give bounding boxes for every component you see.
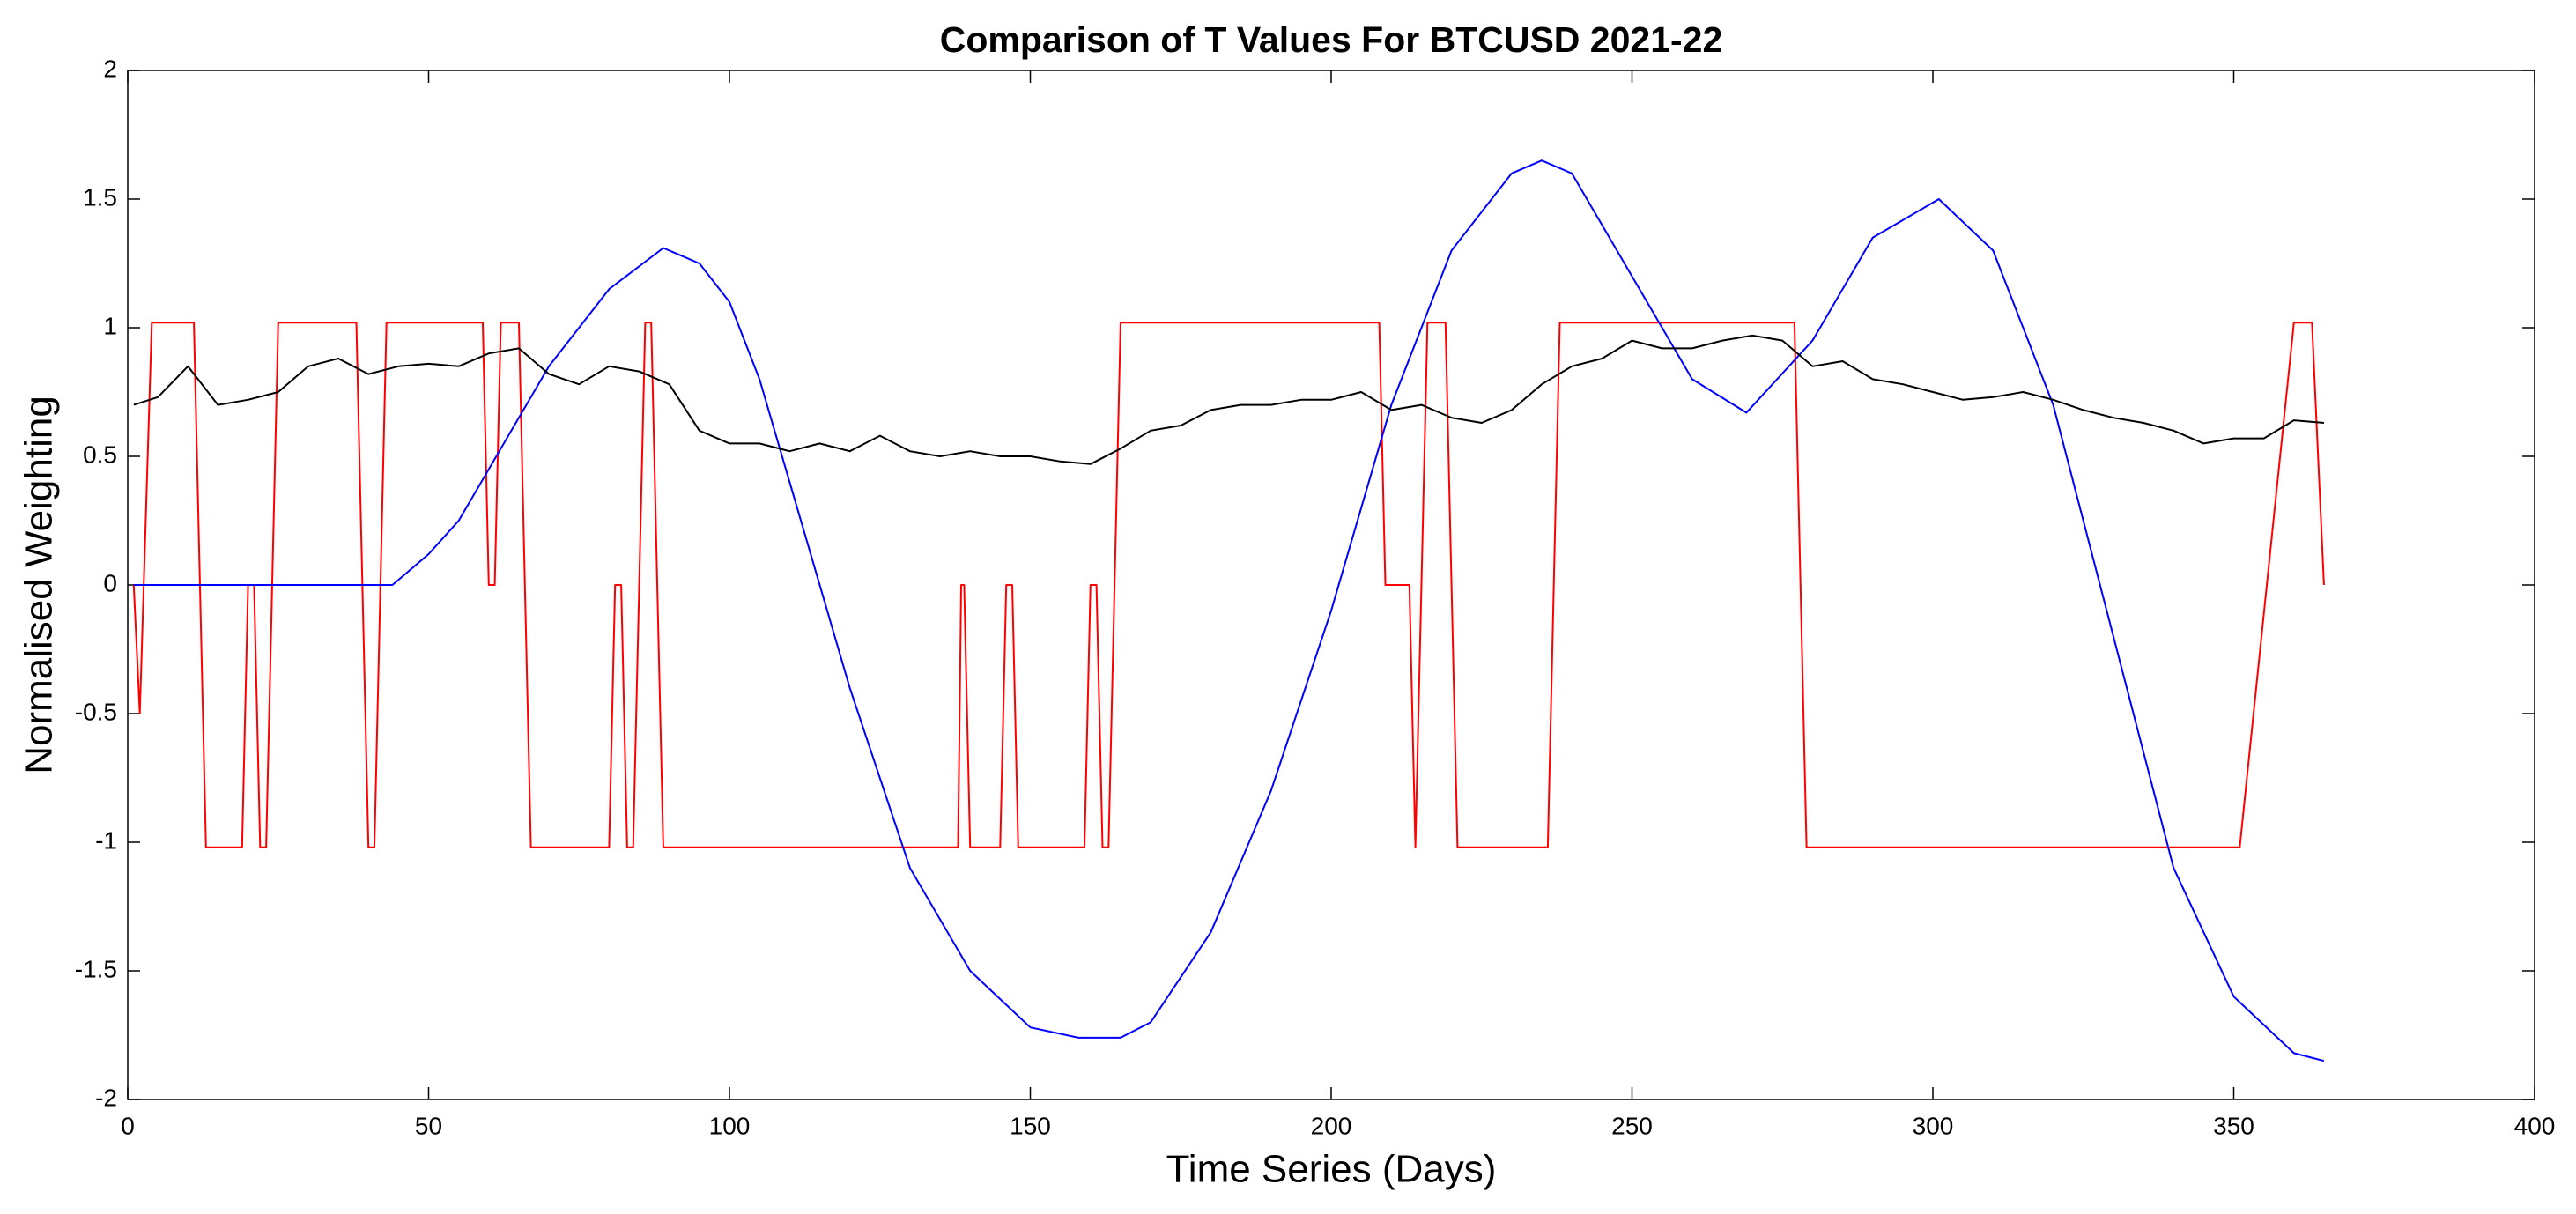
y-tick-label: -2 — [95, 1084, 117, 1111]
x-tick-label: 100 — [709, 1112, 751, 1139]
x-tick-label: 0 — [121, 1112, 135, 1139]
y-tick-label: 1.5 — [83, 183, 117, 211]
y-tick-label: 0 — [103, 569, 117, 596]
y-tick-label: -1.5 — [75, 955, 117, 982]
x-tick-label: 150 — [1010, 1112, 1051, 1139]
y-tick-label: 0.5 — [83, 440, 117, 468]
x-tick-label: 250 — [1611, 1112, 1653, 1139]
y-tick-label: 2 — [103, 55, 117, 82]
x-tick-label: 300 — [1913, 1112, 1954, 1139]
y-axis-label: Normalised Weighting — [18, 396, 61, 774]
x-tick-label: 200 — [1311, 1112, 1352, 1139]
y-tick-label: 1 — [103, 312, 117, 339]
data-line — [133, 159, 2325, 1062]
x-axis-label: Time Series (Days) — [1166, 1148, 1497, 1191]
y-tick-label: -0.5 — [75, 698, 117, 725]
chart-title: Comparison of T Values For BTCUSD 2021-2… — [940, 19, 1723, 60]
x-tick-label: 50 — [415, 1112, 442, 1139]
y-tick-label: -1 — [95, 826, 117, 854]
x-tick-label: 350 — [2213, 1112, 2254, 1139]
x-tick-label: 400 — [2514, 1112, 2556, 1139]
data-line — [133, 334, 2324, 465]
data-line — [132, 322, 2325, 848]
